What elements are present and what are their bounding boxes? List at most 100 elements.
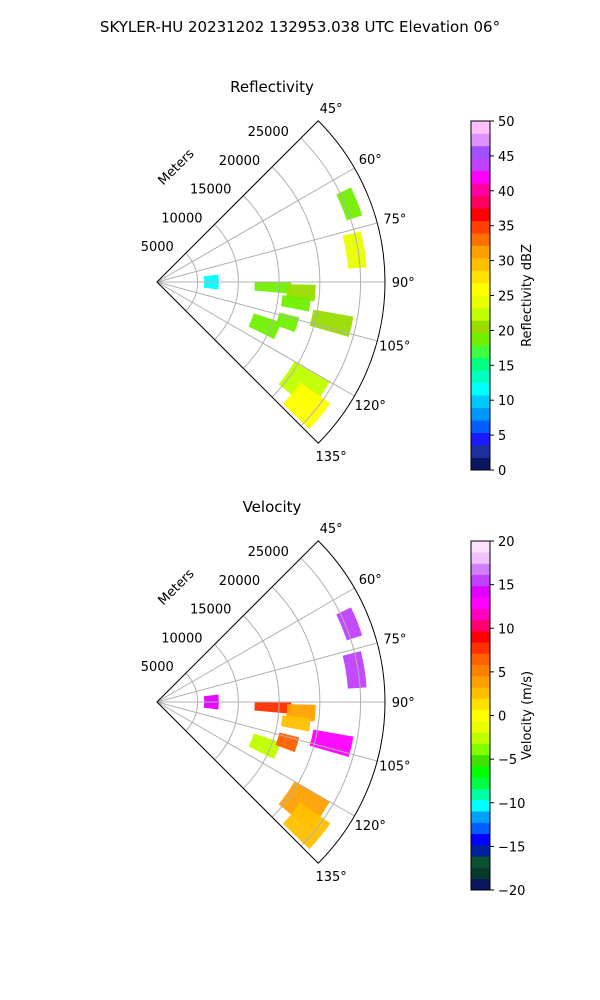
colorbar-swatch [471, 208, 490, 222]
colorbar-label: Reflectivity dBZ [520, 244, 535, 347]
colorbar-tick-label: −20 [498, 884, 525, 899]
colorbar-tick-label: 10 [498, 394, 515, 409]
panel-reflectivity: Reflectivity500010000150002000025000Mete… [141, 78, 535, 479]
colorbar-swatch [471, 597, 490, 609]
colorbar-swatch [471, 170, 490, 184]
colorbar-swatch [471, 295, 490, 309]
colorbar-tick-label: 5 [498, 429, 506, 444]
colorbar-swatch [471, 258, 490, 271]
echo-cell [254, 282, 292, 294]
colorbar-swatch [471, 664, 490, 677]
panel-velocity: Velocity500010000150002000025000Meters45… [141, 498, 535, 899]
azimuth-tick-label: 60° [359, 153, 382, 168]
colorbar-swatch [471, 541, 490, 553]
azimuth-gridline [156, 222, 378, 283]
azimuth-tick-label: 60° [359, 573, 382, 588]
colorbar-swatch [471, 844, 490, 857]
azimuth-tick-label: 105° [379, 340, 410, 355]
azimuth-tick-label: 45° [320, 102, 343, 117]
azimuth-gridline [156, 701, 355, 817]
colorbar-swatch [471, 631, 490, 643]
colorbar-swatch [471, 563, 490, 576]
figure-title: SKYLER-HU 20231202 132953.038 UTC Elevat… [100, 18, 500, 36]
colorbar-tick-label: −10 [498, 797, 525, 812]
colorbar-tick-label: 50 [498, 115, 515, 130]
range-tick-label: 20000 [219, 154, 260, 169]
colorbar-swatch [471, 878, 490, 891]
echo-cell [282, 382, 331, 430]
azimuth-tick-label: 135° [315, 450, 346, 465]
colorbar-tick-label: 20 [498, 535, 515, 550]
range-tick-label: 15000 [190, 603, 231, 618]
echo-cell [280, 295, 311, 312]
panel-title: Reflectivity [230, 78, 314, 96]
colorbar-swatch [471, 183, 490, 197]
colorbar-swatch [471, 420, 490, 433]
azimuth-gridline [156, 281, 378, 342]
azimuth-tick-label: 75° [383, 632, 406, 647]
colorbar: −20 −15 −10 −5 0 5 10 15 20 Velocity (m/s) [470, 535, 535, 899]
colorbar-tick-label: 30 [498, 255, 515, 270]
range-tick-label: 15000 [190, 183, 231, 198]
colorbar-swatch [471, 822, 490, 835]
colorbar-swatch [471, 586, 490, 598]
colorbar-swatch [471, 743, 490, 756]
echo-cell [336, 607, 363, 641]
colorbar-swatch [471, 357, 490, 371]
colorbar-swatch [471, 220, 490, 234]
azimuth-tick-label: 90° [392, 696, 415, 711]
colorbar-swatch [471, 307, 490, 321]
azimuth-tick-label: 120° [355, 819, 386, 834]
echo-cell [275, 312, 300, 333]
azimuth-tick-label: 120° [355, 399, 386, 414]
colorbar-swatch [471, 799, 490, 812]
range-tick-label: 25000 [248, 125, 289, 140]
echo-cell [342, 231, 367, 269]
sector-outline [156, 540, 386, 864]
echo-cell [248, 313, 281, 340]
colorbar-swatch [471, 133, 490, 147]
colorbar-swatch [471, 233, 490, 246]
colorbar-tick-label: 5 [498, 666, 506, 681]
colorbar-tick-label: 20 [498, 324, 515, 339]
colorbar-tick-label: 15 [498, 579, 515, 594]
range-tick-label: 10000 [161, 631, 202, 646]
colorbar-swatch [471, 574, 490, 587]
colorbar-swatch [471, 245, 490, 259]
echo-cell [336, 187, 363, 221]
range-tick-label: 5000 [141, 660, 174, 675]
colorbar-swatch [471, 145, 490, 159]
azimuth-gridline [156, 167, 355, 283]
azimuth-tick-label: 105° [379, 760, 410, 775]
echo-cell [342, 651, 367, 689]
colorbar-tick-label: 35 [498, 220, 515, 235]
echo-cell [248, 733, 281, 760]
colorbar: 0 5 10 15 20 25 30 35 40 45 50 Reflectivity dBZ [470, 115, 535, 479]
range-tick-label: 5000 [141, 240, 174, 255]
colorbar-swatch [471, 552, 490, 564]
colorbar-swatch [471, 867, 490, 880]
range-tick-label: 20000 [219, 574, 260, 589]
colorbar-swatch [471, 121, 490, 134]
colorbar-swatch [471, 833, 490, 846]
colorbar-swatch [471, 270, 490, 284]
range-tick-label: 10000 [161, 211, 202, 226]
echo-layer [203, 607, 367, 850]
echo-cell [280, 715, 311, 732]
colorbar-swatch [471, 687, 490, 699]
colorbar-swatch [471, 709, 490, 722]
echo-cell [282, 802, 331, 850]
azimuth-tick-label: 45° [320, 522, 343, 537]
colorbar-swatch [471, 676, 490, 688]
colorbar-swatch [471, 432, 490, 446]
colorbar-swatch [471, 653, 490, 666]
range-tick-label: 25000 [248, 545, 289, 560]
colorbar-tick-label: 15 [498, 359, 515, 374]
panel-title: Velocity [243, 498, 302, 516]
colorbar-swatch [471, 332, 490, 346]
colorbar-tick-label: 10 [498, 622, 515, 637]
colorbar-swatch [471, 619, 490, 632]
colorbar-swatch [471, 370, 490, 384]
colorbar-label: Velocity (m/s) [520, 671, 535, 760]
